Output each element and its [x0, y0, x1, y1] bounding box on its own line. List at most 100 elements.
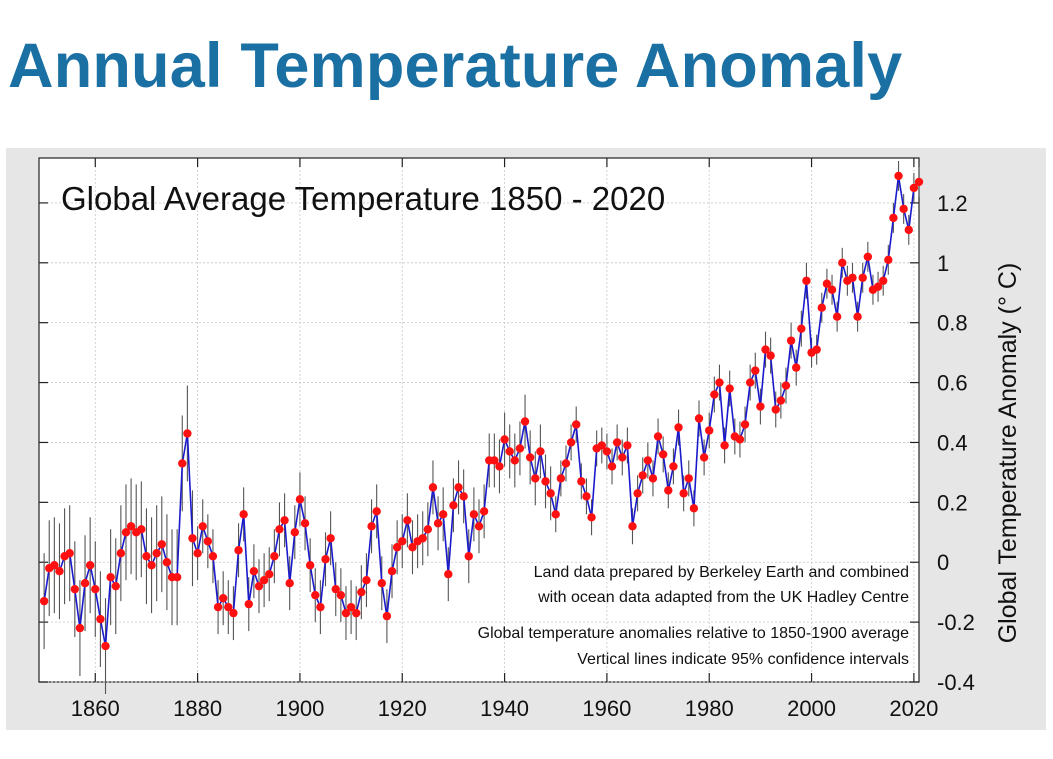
- data-point: [305, 561, 315, 570]
- data-point: [771, 405, 780, 414]
- chart-panel: 1860 1880 1900 1920 1940 1960 1980 2000 2020 -0.4…: [6, 148, 1046, 730]
- data-point: [162, 558, 172, 567]
- data-point: [781, 381, 791, 390]
- data-point: [382, 611, 392, 621]
- data-point: [449, 501, 458, 510]
- data-point: [474, 522, 484, 531]
- data-point: [479, 507, 489, 516]
- data-point: [244, 599, 253, 609]
- y-axis-label: Global Temperature Anomaly (° C): [994, 263, 1022, 644]
- data-point: [239, 510, 248, 519]
- data-point: [689, 504, 699, 513]
- data-point: [469, 510, 479, 519]
- data-point: [490, 456, 499, 465]
- data-point: [633, 489, 642, 498]
- data-point: [889, 213, 898, 223]
- data-point: [653, 432, 663, 441]
- y-tick-label: 0.4: [937, 430, 968, 455]
- data-point: [85, 561, 95, 570]
- y-tick-label: 0: [937, 550, 949, 575]
- data-point: [745, 378, 755, 387]
- data-point: [91, 584, 100, 594]
- data-point: [577, 477, 586, 486]
- data-point: [597, 441, 606, 450]
- data-point: [766, 351, 775, 360]
- data-point: [531, 474, 540, 483]
- data-point: [137, 525, 146, 534]
- x-tick-label: 1880: [173, 696, 222, 721]
- data-point: [464, 552, 473, 561]
- series-line-group: [43, 175, 920, 647]
- data-point: [316, 602, 325, 612]
- data-point: [203, 537, 213, 546]
- data-point: [699, 453, 709, 462]
- x-tick-label: 1980: [685, 696, 734, 721]
- data-point: [352, 608, 361, 618]
- data-point: [664, 486, 673, 495]
- data-point: [249, 567, 259, 576]
- data-point: [259, 575, 269, 585]
- data-point: [311, 590, 320, 600]
- data-point: [838, 258, 847, 267]
- data-point: [546, 489, 555, 498]
- data-point: [495, 462, 504, 471]
- annotations: Land data prepared by Berkeley Earth and…: [478, 564, 909, 668]
- slide-title: Annual Temperature Anomaly: [8, 31, 903, 101]
- data-point: [873, 282, 883, 291]
- data-point: [572, 420, 581, 429]
- x-tick-label: 1920: [378, 696, 427, 721]
- data-point: [587, 513, 596, 522]
- data-point: [618, 453, 627, 462]
- data-point: [254, 581, 264, 591]
- data-point: [510, 456, 520, 465]
- data-point: [878, 276, 888, 285]
- data-points: [39, 171, 924, 651]
- data-point: [505, 447, 514, 456]
- data-point: [623, 441, 632, 450]
- data-point: [914, 177, 924, 187]
- data-point: [418, 534, 427, 543]
- data-point: [735, 435, 745, 444]
- data-point: [75, 623, 85, 633]
- data-point: [367, 522, 376, 531]
- y-tick-label: -0.2: [937, 610, 975, 635]
- series-line: [43, 175, 920, 647]
- data-point: [674, 423, 683, 432]
- data-point: [679, 489, 688, 498]
- annotation-line-2: with ocean data adapted from the UK Hadl…: [537, 589, 909, 606]
- data-point: [858, 273, 867, 282]
- x-tick-label: 1960: [582, 696, 631, 721]
- data-point: [710, 390, 719, 399]
- data-point: [346, 602, 356, 612]
- data-point: [822, 279, 832, 288]
- y-tick-label: 1.2: [937, 191, 968, 216]
- data-point: [694, 414, 704, 423]
- data-point: [904, 225, 913, 235]
- y-tick-label: 1: [937, 251, 949, 276]
- data-point: [300, 519, 310, 528]
- data-point: [157, 540, 166, 549]
- data-point: [101, 641, 110, 651]
- data-point: [684, 474, 693, 483]
- data-point: [218, 593, 228, 603]
- data-point: [234, 546, 243, 555]
- data-point: [817, 303, 826, 312]
- data-point: [193, 549, 202, 558]
- data-point: [331, 584, 340, 594]
- data-point: [899, 204, 908, 214]
- data-point: [884, 255, 893, 265]
- data-point: [433, 519, 443, 528]
- data-point: [438, 510, 448, 519]
- data-point: [751, 366, 760, 375]
- data-point: [39, 596, 49, 606]
- x-tick-label: 2000: [787, 696, 836, 721]
- y-tick-label: 0.6: [937, 371, 968, 396]
- x-tick-label: 1860: [71, 696, 120, 721]
- data-point: [50, 561, 59, 570]
- data-point: [715, 378, 724, 387]
- data-point: [398, 537, 407, 546]
- data-point: [525, 453, 535, 462]
- data-point: [121, 528, 131, 537]
- data-point: [341, 608, 351, 618]
- data-point: [428, 483, 438, 492]
